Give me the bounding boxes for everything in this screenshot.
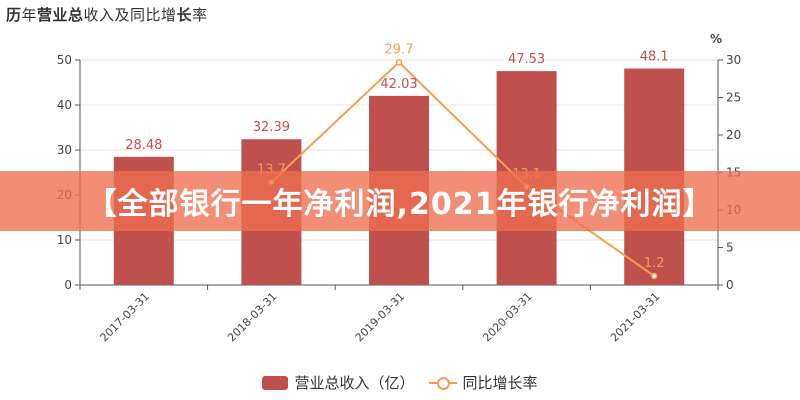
right-tick-label: 30: [726, 53, 741, 67]
left-tick-label: 50: [57, 53, 72, 67]
growth-value-label: 29.7: [385, 42, 414, 57]
legend-label-growth: 同比增长率: [462, 374, 538, 392]
title-part: 率: [192, 6, 208, 24]
x-tick-label: 2020-03-31: [480, 290, 534, 344]
bar-value-label: 28.48: [125, 138, 162, 153]
title-part: 历: [6, 6, 22, 24]
bar-value-label: 47.53: [508, 52, 545, 67]
x-tick-label: 2021-03-31: [608, 290, 662, 344]
x-tick-label: 2019-03-31: [353, 290, 407, 344]
title-part: 营业总: [37, 6, 84, 24]
legend-swatch-bar: [262, 375, 289, 390]
title-part: 长: [176, 6, 193, 24]
left-tick-label: 10: [57, 233, 72, 247]
left-tick-label: 0: [64, 278, 72, 292]
bar-value-label: 42.03: [380, 77, 417, 92]
growth-point: [395, 59, 403, 66]
left-tick-label: 40: [57, 98, 72, 112]
line-series: [268, 59, 658, 280]
title-part: 收入及同比增: [83, 6, 177, 24]
chart-title: 历年营业总收入及同比增长率: [6, 4, 208, 25]
growth-point: [650, 272, 658, 280]
overlay-banner: 【全部银行一年净利润,2021年银行净利润】: [0, 171, 800, 231]
right-axis-unit: %: [710, 32, 722, 46]
x-tick-label: 2017-03-31: [98, 290, 152, 344]
legend-item-revenue[interactable]: 营业总收入（亿）: [262, 372, 415, 393]
right-tick-label: 25: [726, 91, 741, 105]
title-part: 年: [21, 6, 38, 24]
x-tick-label: 2018-03-31: [225, 290, 279, 344]
left-tick-label: 30: [57, 143, 72, 157]
bar-value-label: 32.39: [253, 120, 290, 135]
growth-line: [270, 60, 655, 277]
bar-value-label: 48.1: [640, 50, 669, 65]
legend-label-revenue: 营业总收入（亿）: [294, 374, 415, 392]
banner-text: 【全部银行一年净利润,2021年银行净利润】: [86, 187, 714, 222]
legend-item-growth[interactable]: 同比增长率: [428, 372, 538, 393]
right-tick-label: 0: [726, 278, 734, 292]
legend: 营业总收入（亿） 同比增长率: [0, 372, 800, 393]
legend-swatch-line: [428, 376, 457, 390]
right-tick-label: 5: [726, 241, 734, 255]
growth-value-label: 1.2: [644, 256, 665, 271]
right-tick-label: 20: [726, 128, 741, 142]
